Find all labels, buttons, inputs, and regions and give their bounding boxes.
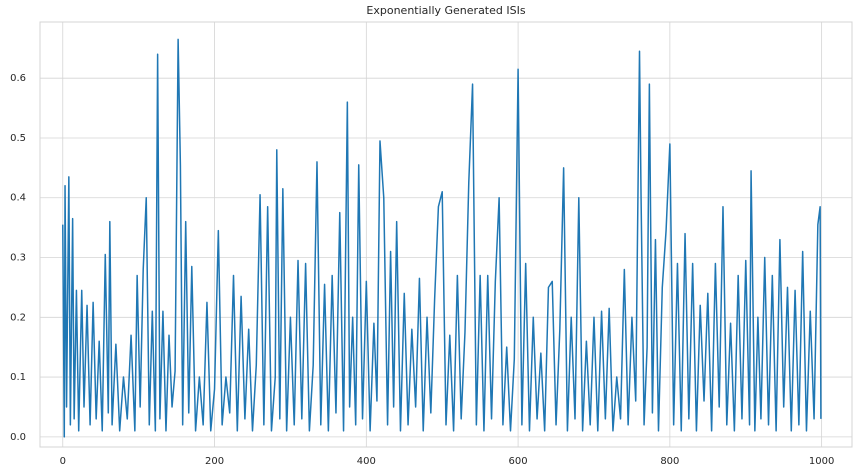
data-line xyxy=(62,38,822,438)
x-tick-label: 0 xyxy=(60,456,66,467)
y-tick-label: 0.4 xyxy=(10,193,26,204)
plot-frame xyxy=(39,21,853,448)
y-tick-label: 0.6 xyxy=(10,73,26,84)
y-tick-label: 0.2 xyxy=(10,312,26,323)
x-tick-label: 800 xyxy=(660,456,679,467)
x-tick-label: 600 xyxy=(509,456,528,467)
y-tick-label: 0.5 xyxy=(10,133,26,144)
x-tick-label: 200 xyxy=(205,456,224,467)
x-tick-label: 1000 xyxy=(809,456,834,467)
x-tick-label: 400 xyxy=(357,456,376,467)
y-tick-label: 0.3 xyxy=(10,253,26,264)
y-tick-label: 0.1 xyxy=(10,372,26,383)
chart-title: Exponentially Generated ISIs xyxy=(366,4,525,17)
y-tick-label: 0.0 xyxy=(10,432,26,443)
